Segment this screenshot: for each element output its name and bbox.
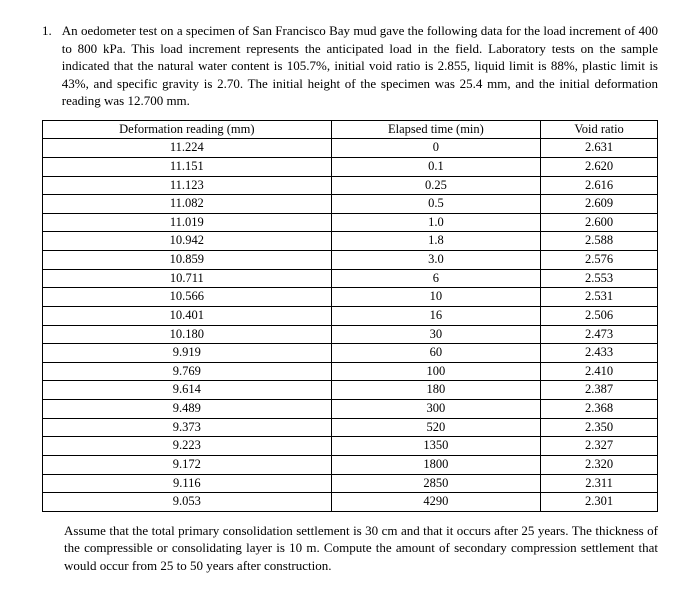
table-cell: 11.082 [43,195,332,214]
table-row: 10.9421.82.588 [43,232,658,251]
table-cell: 4290 [331,493,541,512]
table-row: 9.7691002.410 [43,362,658,381]
table-header-row: Deformation reading (mm) Elapsed time (m… [43,120,658,139]
table-cell: 6 [331,269,541,288]
table-cell: 9.769 [43,362,332,381]
col-header: Void ratio [541,120,658,139]
table-cell: 2.410 [541,362,658,381]
table-row: 11.22402.631 [43,139,658,158]
table-row: 11.0191.02.600 [43,213,658,232]
table-cell: 10.180 [43,325,332,344]
table-cell: 9.614 [43,381,332,400]
table-row: 11.1230.252.616 [43,176,658,195]
table-cell: 11.224 [43,139,332,158]
table-cell: 300 [331,400,541,419]
table-cell: 2.620 [541,157,658,176]
table-cell: 2.609 [541,195,658,214]
table-cell: 3.0 [331,251,541,270]
table-cell: 9.172 [43,455,332,474]
table-cell: 1.0 [331,213,541,232]
table-cell: 11.151 [43,157,332,176]
table-row: 10.180302.473 [43,325,658,344]
table-row: 9.22313502.327 [43,437,658,456]
table-cell: 10.859 [43,251,332,270]
problem-statement: 1. An oedometer test on a specimen of Sa… [42,22,658,110]
table-cell: 2.368 [541,400,658,419]
table-cell: 10.566 [43,288,332,307]
table-row: 9.919602.433 [43,344,658,363]
table-cell: 9.116 [43,474,332,493]
table-cell: 0 [331,139,541,158]
footer-text: Assume that the total primary consolidat… [64,522,658,575]
table-cell: 10.711 [43,269,332,288]
table-cell: 11.123 [43,176,332,195]
table-row: 9.05342902.301 [43,493,658,512]
table-cell: 10 [331,288,541,307]
table-cell: 0.25 [331,176,541,195]
table-cell: 2.631 [541,139,658,158]
table-row: 10.71162.553 [43,269,658,288]
table-cell: 0.1 [331,157,541,176]
table-cell: 2.320 [541,455,658,474]
table-cell: 2.576 [541,251,658,270]
table-cell: 0.5 [331,195,541,214]
table-cell: 2.301 [541,493,658,512]
col-header: Deformation reading (mm) [43,120,332,139]
table-cell: 16 [331,306,541,325]
table-cell: 2.473 [541,325,658,344]
table-cell: 9.919 [43,344,332,363]
problem-text: An oedometer test on a specimen of San F… [62,22,658,110]
table-cell: 60 [331,344,541,363]
table-cell: 9.373 [43,418,332,437]
table-cell: 1.8 [331,232,541,251]
table-cell: 180 [331,381,541,400]
table-cell: 1350 [331,437,541,456]
table-cell: 520 [331,418,541,437]
table-cell: 9.489 [43,400,332,419]
table-row: 9.4893002.368 [43,400,658,419]
table-cell: 2.433 [541,344,658,363]
table-cell: 2.387 [541,381,658,400]
table-row: 9.17218002.320 [43,455,658,474]
table-row: 10.401162.506 [43,306,658,325]
table-cell: 2850 [331,474,541,493]
table-cell: 2.350 [541,418,658,437]
table-cell: 2.311 [541,474,658,493]
table-row: 11.0820.52.609 [43,195,658,214]
table-row: 9.3735202.350 [43,418,658,437]
table-cell: 11.019 [43,213,332,232]
table-cell: 9.053 [43,493,332,512]
table-row: 10.8593.02.576 [43,251,658,270]
table-cell: 10.401 [43,306,332,325]
table-cell: 2.588 [541,232,658,251]
table-cell: 2.506 [541,306,658,325]
table-cell: 2.616 [541,176,658,195]
table-row: 9.11628502.311 [43,474,658,493]
data-table: Deformation reading (mm) Elapsed time (m… [42,120,658,512]
table-cell: 30 [331,325,541,344]
table-cell: 1800 [331,455,541,474]
table-cell: 2.327 [541,437,658,456]
table-cell: 10.942 [43,232,332,251]
table-row: 11.1510.12.620 [43,157,658,176]
table-cell: 2.600 [541,213,658,232]
col-header: Elapsed time (min) [331,120,541,139]
table-cell: 2.553 [541,269,658,288]
table-cell: 2.531 [541,288,658,307]
problem-number: 1. [42,22,52,110]
table-row: 9.6141802.387 [43,381,658,400]
table-row: 10.566102.531 [43,288,658,307]
table-cell: 100 [331,362,541,381]
table-cell: 9.223 [43,437,332,456]
